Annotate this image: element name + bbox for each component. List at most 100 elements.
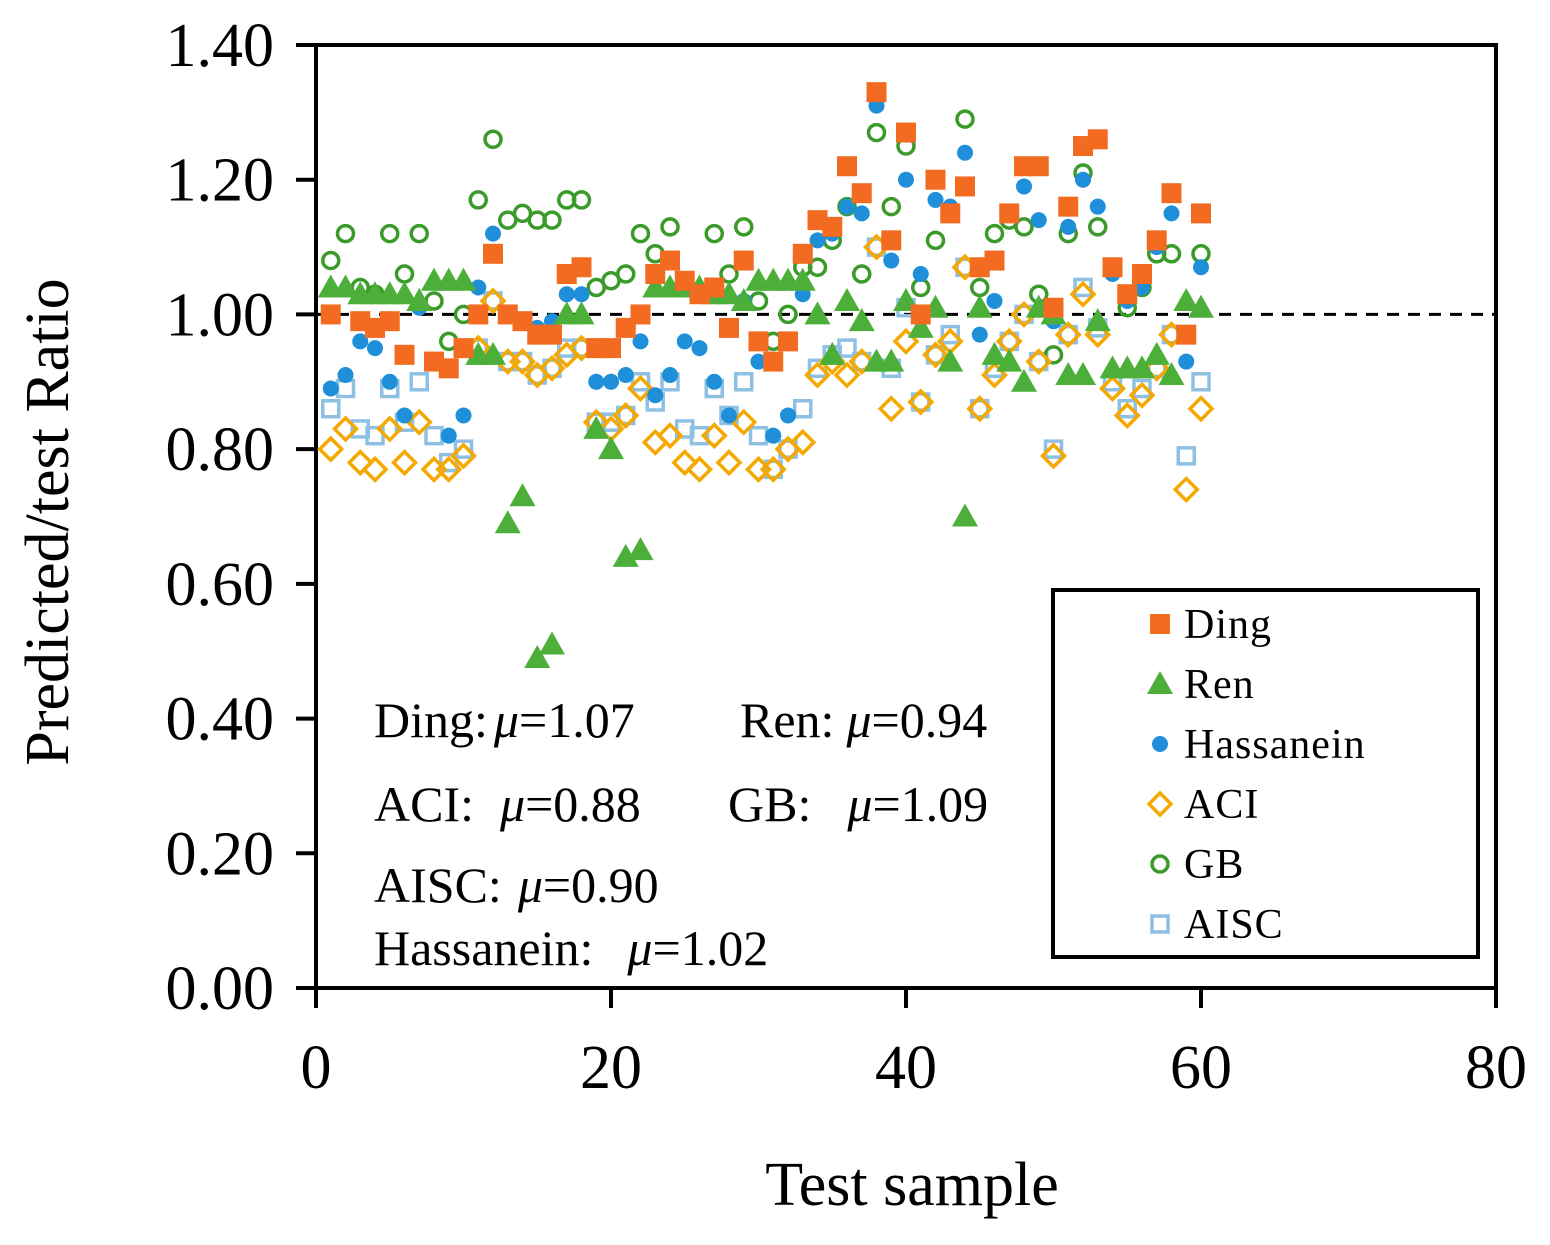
point-hassanein [898,171,914,188]
point-gb [1088,217,1108,237]
point-hassanein [396,407,413,424]
point-aci [479,287,507,315]
point-hassanein [721,407,737,424]
point-gb [807,257,828,278]
point-ding [837,156,857,177]
point-gb [321,250,341,271]
point-aisc [970,398,990,419]
legend-label-aci: ACI [1184,782,1259,828]
point-ding [630,304,651,325]
point-aci [789,428,817,456]
point-ren [1084,308,1111,332]
point-aisc [793,398,813,419]
point-ding [999,203,1020,224]
legend-marker-ding [1150,614,1170,634]
point-ding [792,243,813,264]
point-aisc [1117,398,1137,419]
legend-marker-aci [1146,790,1174,818]
point-gb [925,230,946,251]
point-hassanein [455,407,472,424]
point-aisc [778,439,798,459]
point-hassanein [839,198,855,215]
point-ding [1117,284,1138,305]
point-ren [539,631,565,655]
point-ren [937,348,964,372]
point-gb [571,190,592,210]
point-hassanein [1060,218,1077,235]
point-aci [966,395,994,423]
y-tick-label: 0.00 [166,955,275,1023]
point-ren [819,341,846,365]
point-aci [1172,476,1200,504]
point-aisc [807,358,828,379]
point-aci [833,361,861,389]
point-ren [1070,362,1096,386]
point-ding [1028,156,1049,177]
point-ding [438,358,459,379]
point-hassanein [883,252,900,269]
legend-marker-hassanein [1152,736,1168,752]
point-hassanein [1178,353,1195,370]
x-tick-label: 0 [301,1034,332,1102]
point-gb [852,264,872,284]
point-ding [748,331,769,352]
point-ding [925,169,946,190]
point-hassanein [352,333,369,350]
point-aisc [940,324,960,345]
point-aci [1187,395,1215,423]
point-gb [778,304,798,325]
point-ren [1011,368,1037,392]
point-aisc [1132,378,1152,399]
point-aci [1128,381,1156,409]
point-aci [922,341,949,369]
point-aci [391,449,418,477]
point-gb [866,122,887,143]
point-gb [955,109,975,129]
point-ren [834,287,860,311]
annotation-aisc: AISC: μ=0.90 [374,857,659,913]
point-ren [804,301,831,325]
point-aci [730,408,758,436]
point-ding [1058,196,1079,217]
point-ding [1043,297,1064,318]
point-ren [524,644,551,668]
point-aci [346,449,374,477]
x-tick-label: 60 [1170,1034,1232,1102]
point-gb [704,223,724,244]
point-aisc [1191,372,1211,392]
y-tick-label: 0.40 [166,686,275,754]
point-hassanein [1089,198,1106,215]
point-gb [660,217,680,237]
point-aisc [689,425,710,446]
point-aci [450,442,477,470]
point-hassanein [676,333,693,350]
y-tick-label: 1.00 [166,281,275,349]
point-aci [848,348,876,376]
point-hassanein [1075,171,1091,188]
point-aci [671,449,699,477]
point-aci [1113,401,1141,429]
point-aisc [542,358,562,379]
point-hassanein [440,427,457,444]
point-ren [1188,294,1214,318]
point-ding [1087,129,1108,150]
y-tick-label: 0.60 [166,551,275,619]
legend-entries: Ding Ren Hassanein ACI GB AISC [1146,602,1365,948]
data-marks [317,82,1215,668]
point-ren [952,503,978,527]
y-tick-label: 0.80 [166,416,275,484]
point-ding [379,311,400,332]
point-aci [907,388,935,416]
point-ding [483,243,503,264]
point-hassanein [780,407,796,424]
legend-label-ding: Ding [1184,602,1272,648]
point-gb [380,223,400,244]
legend-marker-gb [1150,854,1170,874]
point-gb [1161,244,1182,264]
point-hassanein [1163,205,1180,222]
point-aci [804,361,831,389]
point-aci [317,435,345,463]
point-ding [866,82,887,103]
point-aci [1099,375,1126,402]
